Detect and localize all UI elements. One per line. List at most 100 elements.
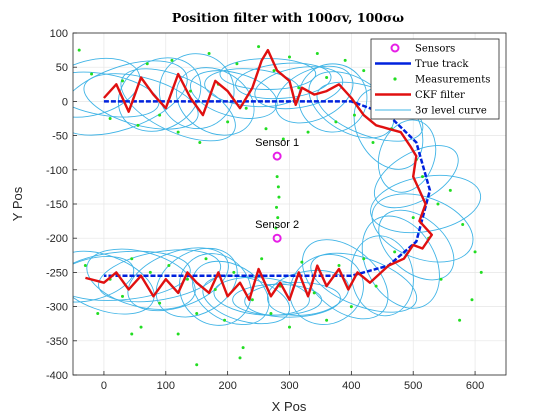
measurement-point xyxy=(83,264,87,268)
measurement-point xyxy=(411,216,415,220)
measurement-point xyxy=(226,120,230,124)
measurement-point xyxy=(90,72,94,76)
level-curve-ellipse xyxy=(219,58,317,90)
measurement-point xyxy=(334,120,338,124)
x-tick-label: 0 xyxy=(101,380,107,392)
measurement-point xyxy=(479,270,483,274)
x-tick-label: 100 xyxy=(157,380,175,392)
y-ticks: 100 50 0 -50 -100 -150 -200 -250 -300 -350 -400 xyxy=(46,28,77,382)
y-tick-label: -250 xyxy=(46,267,68,279)
measurement-point xyxy=(269,311,273,315)
legend-ckf-label: CKF filter xyxy=(415,90,465,101)
sensor-annotation: Sensor 1 xyxy=(255,137,299,149)
x-tick-label: 400 xyxy=(342,380,360,392)
measurement-point xyxy=(362,69,366,73)
measurement-point xyxy=(275,205,279,209)
measurement-point xyxy=(371,140,375,144)
measurement-point xyxy=(176,332,180,336)
measurement-point xyxy=(420,175,424,179)
annotations: Sensor 1 Sensor 2 xyxy=(255,137,299,231)
measurement-point xyxy=(77,48,81,52)
level-curve-ellipse xyxy=(378,209,455,281)
measurement-point xyxy=(274,226,278,230)
measurement-point xyxy=(448,188,452,192)
measurement-point xyxy=(276,185,280,189)
measurement-point xyxy=(244,106,248,110)
y-tick-label: -100 xyxy=(46,165,68,177)
measurement-point xyxy=(170,58,174,62)
measurement-point xyxy=(167,264,171,268)
measurement-point xyxy=(204,257,208,261)
legend-sensors-label: Sensors xyxy=(415,44,455,55)
x-tick-label: 300 xyxy=(280,380,298,392)
measurement-point xyxy=(312,291,316,295)
measurement-point xyxy=(349,305,353,309)
y-tick-label: -50 xyxy=(52,131,68,143)
y-tick-label: -200 xyxy=(46,233,68,245)
measurement-point xyxy=(250,298,254,302)
y-tick-label: 0 xyxy=(62,96,68,108)
x-ticks: 0 100 200 300 400 500 600 xyxy=(101,371,484,392)
level-curve-ellipse xyxy=(310,252,418,313)
measurement-point xyxy=(130,332,134,336)
measurement-point xyxy=(264,127,268,131)
measurement-point xyxy=(176,130,180,134)
y-tick-label: -400 xyxy=(46,370,68,382)
level-curve-ellipse xyxy=(254,66,344,110)
measurement-point xyxy=(325,318,329,322)
y-tick-label: -350 xyxy=(46,336,68,348)
measurement-point xyxy=(148,270,152,274)
level-curve-ellipse xyxy=(235,62,332,100)
measurement-point xyxy=(158,113,162,117)
legend-measurements-marker xyxy=(393,77,397,81)
level-curve-ellipse xyxy=(192,260,270,326)
legend-measurements-label: Measurements xyxy=(415,75,490,86)
true-track-series xyxy=(103,100,432,278)
measurement-point xyxy=(207,52,211,56)
y-tick-label: -300 xyxy=(46,302,68,314)
y-tick-label: 100 xyxy=(50,28,68,40)
measurement-point xyxy=(198,140,202,144)
measurements-series xyxy=(77,45,483,367)
measurement-point xyxy=(277,195,281,199)
measurement-point xyxy=(145,62,149,66)
level-curve-ellipse xyxy=(117,57,202,132)
level-curve-ellipse xyxy=(267,269,350,316)
level-curve-ellipse xyxy=(83,73,199,130)
measurement-point xyxy=(195,311,199,315)
legend-level-curve-label: 3σ level curve xyxy=(415,106,487,117)
level-curve-ellipse xyxy=(275,65,354,124)
measurement-point xyxy=(241,346,245,350)
measurement-point xyxy=(189,89,193,93)
y-tick-label: 50 xyxy=(56,62,68,74)
level-curves xyxy=(73,53,482,326)
measurement-point xyxy=(461,223,465,227)
level-curve-ellipse xyxy=(73,250,191,301)
legend-box xyxy=(370,38,500,120)
measurement-point xyxy=(288,55,291,59)
level-curve-ellipse xyxy=(371,193,474,263)
measurement-point xyxy=(235,62,239,66)
level-curve-ellipse xyxy=(361,215,440,309)
level-curve-ellipse xyxy=(190,70,278,119)
level-curve-ellipse xyxy=(178,253,252,326)
measurement-point xyxy=(458,318,462,322)
sensor-annotation: Sensor 2 xyxy=(255,219,299,231)
y-axis-label: Y Pos xyxy=(10,186,25,221)
measurement-point xyxy=(288,325,291,329)
measurement-point xyxy=(232,270,236,274)
level-curve-ellipse xyxy=(244,281,341,318)
measurement-point xyxy=(108,117,112,120)
measurement-point xyxy=(276,216,280,220)
measurement-point xyxy=(272,69,276,73)
measurement-point xyxy=(343,58,347,62)
x-tick-label: 500 xyxy=(404,380,422,392)
measurement-point xyxy=(297,86,301,90)
sensors-series xyxy=(272,151,282,243)
measurement-point xyxy=(281,137,285,141)
measurement-point xyxy=(439,277,443,281)
level-curve-ellipse xyxy=(86,248,196,310)
measurement-point xyxy=(436,202,440,206)
sensor-marker xyxy=(272,151,282,161)
